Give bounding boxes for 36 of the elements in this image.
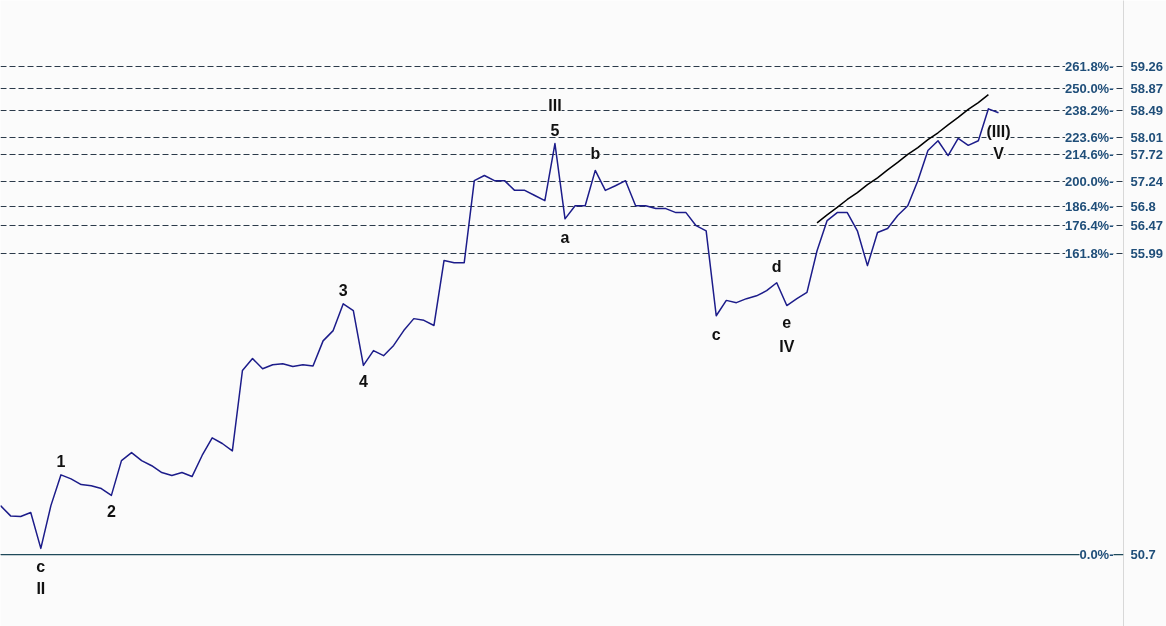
- text: 186.4%-: [1065, 199, 1114, 215]
- y-tick-label: 55.99: [1130, 245, 1164, 261]
- text: 223.6%-: [1065, 130, 1114, 146]
- text: 261.8%-: [1065, 59, 1114, 75]
- annotation: c: [711, 325, 721, 343]
- y-tick-label: 59.26: [1130, 59, 1164, 75]
- annotation: d: [771, 257, 782, 275]
- y-tick-label: 56.8: [1130, 199, 1156, 215]
- annotation: II: [36, 580, 46, 598]
- y-tick-label: 58.01: [1130, 130, 1164, 146]
- text: 238.2%-: [1065, 103, 1114, 119]
- annotation: III: [548, 96, 562, 114]
- text: 176.4%-: [1065, 218, 1114, 234]
- annotation: a: [560, 228, 570, 246]
- y-tick-label: 57.24: [1130, 174, 1164, 190]
- text: 200.0%-: [1065, 174, 1114, 190]
- y-tick-label: 58.87: [1130, 81, 1164, 97]
- y-tick-label: 57.72: [1130, 146, 1164, 162]
- annotation: IV: [779, 337, 795, 355]
- annotation: (III): [986, 122, 1011, 140]
- annotation: 3: [338, 281, 348, 299]
- annotation: e: [782, 313, 792, 331]
- annotation: 1: [56, 452, 66, 470]
- annotation: 4: [358, 373, 368, 391]
- text: 0.0%-: [1079, 547, 1114, 563]
- annotation: 2: [106, 503, 116, 521]
- annotation: V: [993, 144, 1005, 162]
- annotation: c: [36, 558, 46, 576]
- text: 214.6%-: [1065, 146, 1114, 162]
- y-tick-label: 56.47: [1130, 218, 1164, 234]
- text: 250.0%-: [1065, 81, 1114, 97]
- y-tick-label: 50.7: [1130, 547, 1156, 563]
- text: 161.8%-: [1065, 245, 1114, 261]
- annotation: b: [590, 145, 601, 163]
- annotation: 5: [550, 121, 560, 139]
- y-tick-label: 58.49: [1130, 103, 1164, 119]
